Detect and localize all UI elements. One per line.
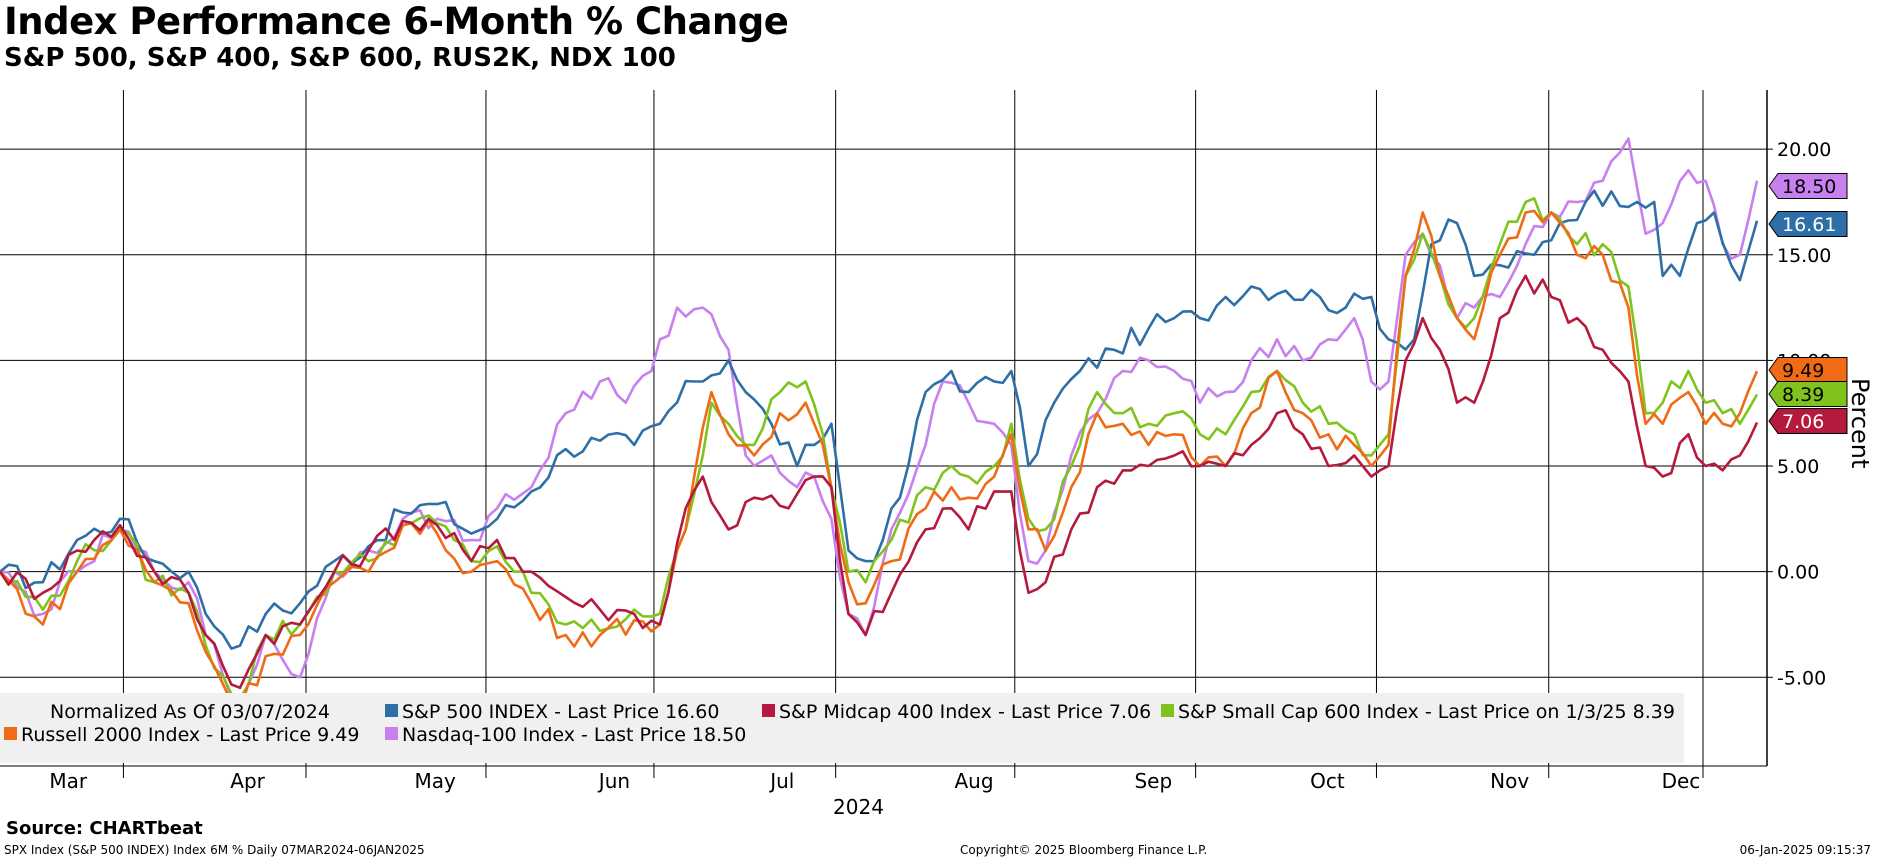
last-value-tags: 18.50 16.61 9.498.39 7.06	[1768, 173, 1848, 434]
x-axis-label: 2024	[833, 795, 884, 818]
y-tick-label: 15.00	[1777, 245, 1831, 267]
footer-timestamp: 06-Jan-2025 09:15:37	[1739, 843, 1871, 857]
legend-swatch	[385, 727, 398, 740]
legend-entry: S&P Midcap 400 Index - Last Price 7.06	[779, 701, 1151, 723]
source-label: Source: CHARTbeat	[6, 818, 203, 839]
legend-swatch	[762, 704, 775, 717]
footer-description: SPX Index (S&P 500 INDEX) Index 6M % Dai…	[4, 843, 425, 857]
series-line	[0, 137, 1759, 711]
x-tick-label: Jun	[597, 769, 630, 793]
legend-swatch	[385, 704, 398, 717]
legend-entry: S&P Small Cap 600 Index - Last Price on …	[1178, 701, 1675, 723]
x-tick-label: Nov	[1490, 769, 1529, 793]
last-value-tag	[1768, 211, 1848, 237]
legend: Normalized As Of 03/07/2024 S&P 500 INDEX…	[0, 693, 1684, 763]
x-tick-label: Mar	[49, 769, 88, 793]
last-value-tag-label: 9.49	[1782, 360, 1824, 382]
series-line	[0, 189, 1759, 650]
series-line	[0, 274, 1759, 690]
x-tick-label: Oct	[1310, 769, 1345, 793]
x-tick-label: May	[415, 769, 457, 793]
last-value-tag-label: 16.61	[1782, 214, 1836, 236]
last-value-tag-label: 18.50	[1782, 176, 1836, 198]
legend-entry: S&P 500 INDEX - Last Price 16.60	[402, 701, 719, 723]
footer-copyright: Copyright© 2025 Bloomberg Finance L.P.	[960, 843, 1208, 857]
legend-swatch	[4, 727, 17, 740]
line-chart: Normalized As Of 03/07/2024 S&P 500 INDEX…	[0, 90, 1874, 818]
last-value-tag-label: 8.39	[1782, 384, 1824, 406]
legend-box	[0, 693, 1684, 763]
chart-subtitle: S&P 500, S&P 400, S&P 600, RUS2K, NDX 10…	[4, 43, 676, 73]
legend-swatch	[1161, 704, 1174, 717]
y-tick-label: 0.00	[1777, 562, 1819, 584]
series-lines	[0, 137, 1759, 711]
legend-entry: Russell 2000 Index - Last Price 9.49	[21, 724, 359, 746]
y-tick-label: 5.00	[1777, 456, 1819, 478]
series-line	[0, 209, 1759, 711]
last-value-tag	[1768, 408, 1848, 434]
x-tick-label: Sep	[1134, 769, 1172, 793]
grid	[0, 90, 1767, 766]
x-tick-label: Dec	[1662, 769, 1701, 793]
last-value-tag	[1768, 173, 1848, 199]
last-value-tag	[1768, 357, 1848, 383]
y-tick-label: -5.00	[1777, 667, 1826, 689]
legend-note: Normalized As Of 03/07/2024	[50, 701, 330, 723]
plot-area	[0, 90, 1767, 766]
x-tick-label: Apr	[230, 769, 265, 793]
y-tick-label: 20.00	[1777, 139, 1831, 161]
last-value-tag	[1768, 381, 1848, 407]
y-axis-label: Percent	[1846, 378, 1874, 468]
last-value-tag-label: 7.06	[1782, 411, 1824, 433]
chart-title: Index Performance 6-Month % Change	[4, 0, 789, 43]
x-tick-label: Jul	[768, 769, 794, 793]
legend-entry: Nasdaq-100 Index - Last Price 18.50	[402, 724, 746, 746]
x-tick-label: Aug	[954, 769, 993, 793]
